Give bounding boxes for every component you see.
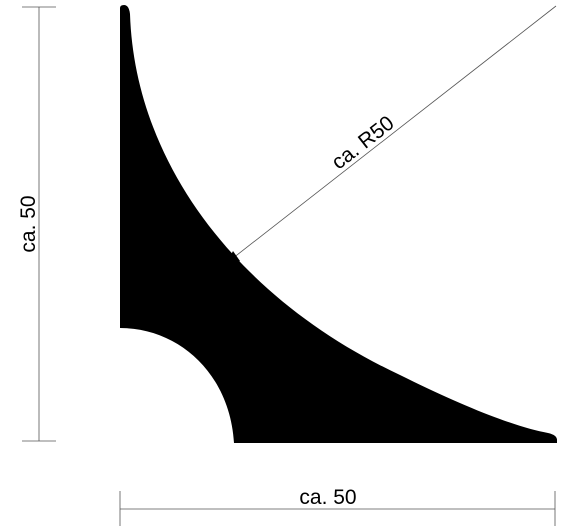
cove-profile-shape xyxy=(120,5,557,443)
radius-dimension: ca. R50 xyxy=(224,5,557,268)
radius-arrow-head xyxy=(224,251,240,268)
width-dimension-label: ca. 50 xyxy=(299,486,356,509)
height-dimension: ca. 50 xyxy=(17,6,56,442)
width-dimension: ca. 50 xyxy=(119,486,556,526)
height-dimension-label: ca. 50 xyxy=(17,195,40,252)
radius-label: ca. R50 xyxy=(327,112,398,175)
radius-leader-line xyxy=(227,5,557,263)
